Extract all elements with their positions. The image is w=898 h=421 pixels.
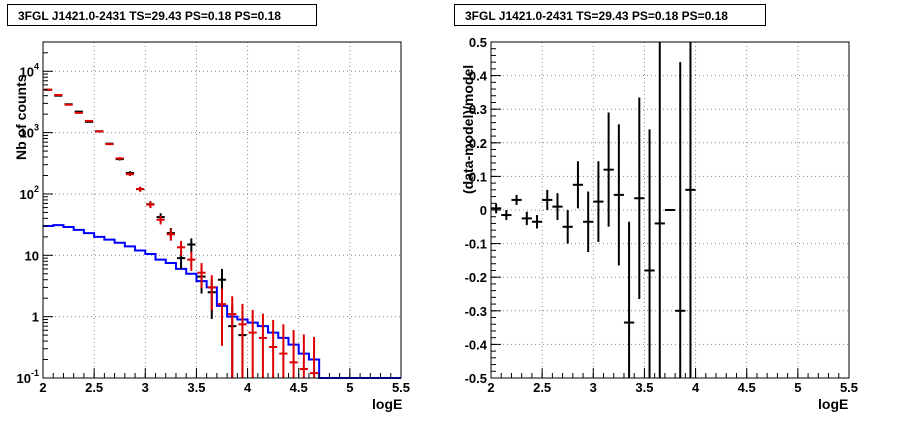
- y-tick-label: 102: [20, 184, 39, 202]
- x-tick-label: 3.5: [635, 380, 653, 395]
- x-tick-label: 4.5: [290, 380, 308, 395]
- plot-frame: [42, 41, 402, 379]
- x-tick-label: 4.5: [738, 380, 756, 395]
- right-x-axis-label: logE: [818, 396, 849, 412]
- y-tick-label: -0.2: [465, 270, 487, 285]
- y-tick-label: 0: [480, 203, 487, 218]
- left-y-axis-label: Nb of counts: [13, 74, 29, 160]
- y-tick-label: 0.2: [469, 136, 487, 151]
- x-tick-label: 5: [346, 380, 353, 395]
- x-tick-label: 2: [39, 380, 46, 395]
- y-tick-label: -0.1: [465, 237, 487, 252]
- left-x-axis-label: logE: [372, 396, 403, 412]
- right-chart-title: 3FGL J1421.0-2431 TS=29.43 PS=0.18 PS=0.…: [454, 4, 766, 26]
- x-tick-label: 5: [794, 380, 801, 395]
- y-tick-exponent: 3: [34, 123, 39, 133]
- x-tick-label: 5.5: [840, 380, 858, 395]
- background-series-line: [43, 224, 401, 379]
- y-tick-label: -0.4: [465, 337, 488, 352]
- x-tick-label: 3: [142, 380, 149, 395]
- x-tick-label: 3: [590, 380, 597, 395]
- x-tick-label: 4: [692, 380, 700, 395]
- left-chart-title: 3FGL J1421.0-2431 TS=29.43 PS=0.18 PS=0.…: [7, 4, 317, 26]
- x-tick-label: 2.5: [533, 380, 551, 395]
- x-tick-label: 2: [487, 380, 494, 395]
- y-tick-label: 0.4: [469, 69, 488, 84]
- right-y-axis-label: (data-model)/model: [460, 64, 476, 194]
- y-tick-label: 10: [25, 248, 39, 263]
- y-tick-exponent: -1: [31, 368, 39, 378]
- y-tick-label: 0.5: [469, 35, 487, 50]
- y-tick-exponent: 2: [34, 184, 39, 194]
- y-tick-label: 0.3: [469, 102, 487, 117]
- x-tick-label: 4: [244, 380, 252, 395]
- x-tick-label: 2.5: [85, 380, 103, 395]
- y-tick-label: -0.3: [465, 304, 487, 319]
- y-tick-exponent: 4: [34, 61, 39, 71]
- y-tick-label: -0.5: [465, 371, 487, 386]
- residuals-plot: 2 2.5 3 3.5 4 4.5 5 5.5 -0.5 -0.4 -0.3 -0.2 -0.1 0 0.1…: [465, 35, 858, 395]
- x-tick-label: 5.5: [392, 380, 410, 395]
- y-tick-label: 10-1: [17, 368, 39, 386]
- y-tick-label: 0.1: [469, 169, 487, 184]
- x-tick-label: 3.5: [187, 380, 205, 395]
- y-tick-label: 1: [32, 310, 39, 325]
